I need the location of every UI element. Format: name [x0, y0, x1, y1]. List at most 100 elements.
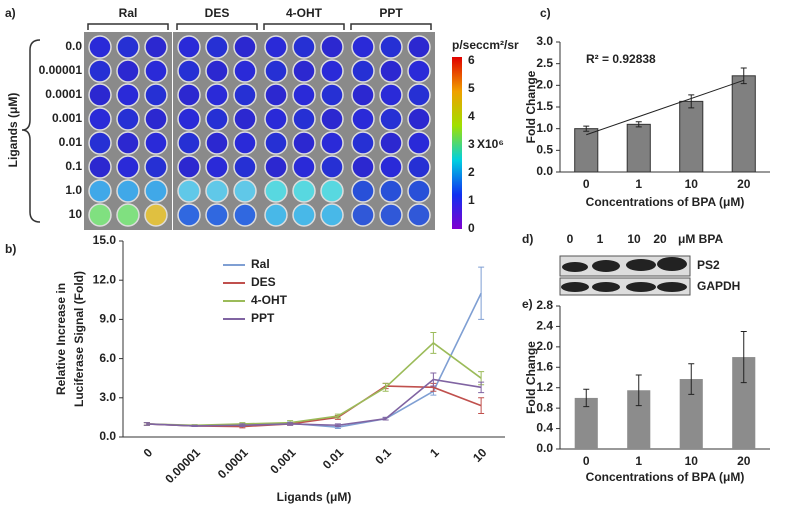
well: [88, 131, 112, 155]
well: [351, 107, 375, 131]
well: [320, 131, 344, 155]
bracket: [176, 23, 258, 30]
x-tick-label: 0: [583, 454, 590, 468]
bracket: [87, 23, 169, 30]
x-tick-label: 1: [427, 445, 442, 460]
annotation: R² = 0.92838: [586, 52, 656, 66]
well: [379, 35, 403, 59]
y-tick-label: 0.8: [536, 400, 553, 414]
colorbar-tick-label: 1: [468, 193, 475, 207]
error-bar: [740, 67, 747, 85]
well: [320, 203, 344, 227]
x-tick-label: 20: [737, 177, 751, 191]
panel-label: a): [5, 6, 16, 20]
error-bar: [382, 416, 389, 421]
x-tick-label: 1: [635, 177, 642, 191]
well: [233, 35, 257, 59]
well: [116, 83, 140, 107]
y-tick-label: 3.0: [99, 390, 116, 404]
well: [177, 83, 201, 107]
x-tick-label: 0: [141, 445, 156, 460]
bar: [574, 128, 599, 173]
error-bar: [478, 266, 485, 320]
well: [88, 35, 112, 59]
well: [351, 59, 375, 83]
y-tick-label: 12.0: [93, 272, 117, 286]
blot-unit: μM BPA: [678, 232, 723, 246]
x-tick-label: 10: [685, 177, 699, 191]
well: [264, 203, 288, 227]
bracket: [21, 39, 41, 223]
well: [144, 107, 168, 131]
bar: [731, 75, 756, 173]
plate-row-label: 0.00001: [39, 63, 83, 77]
x-axis-label: Concentrations of BPA (μM): [586, 195, 745, 209]
error-bar: [583, 388, 590, 408]
y-axis-label: Fold Change: [524, 70, 538, 143]
colorbar-tick-label: 4: [468, 109, 475, 123]
legend-label: PPT: [251, 311, 275, 325]
x-tick-label: 0.1: [372, 445, 394, 467]
well: [116, 179, 140, 203]
colorbar-tick-label: 5: [468, 81, 475, 95]
y-tick-label: 2.4: [536, 319, 553, 333]
colorbar-multiplier: X10⁶: [477, 137, 504, 151]
y-tick-label: 2.5: [536, 56, 553, 70]
error-bar: [688, 363, 695, 395]
well: [233, 131, 257, 155]
y-tick-label: 0.0: [536, 164, 553, 178]
well: [320, 179, 344, 203]
y-tick-label: 0.0: [536, 441, 553, 455]
colorbar-tick-label: 2: [468, 165, 475, 179]
line: [146, 341, 482, 427]
blot-lane-label: 10: [627, 232, 641, 246]
colorbar-tick-label: 0: [468, 221, 475, 235]
plate-row-label: 0.01: [59, 135, 83, 149]
well: [320, 107, 344, 131]
well: [205, 59, 229, 83]
well: [144, 203, 168, 227]
well: [144, 83, 168, 107]
well: [264, 179, 288, 203]
blot-band: [559, 255, 691, 277]
bar: [626, 123, 651, 173]
x-tick-label: 1: [635, 454, 642, 468]
bar: [679, 379, 703, 449]
error-bar: [430, 331, 437, 354]
x-tick-label: 10: [685, 454, 699, 468]
well: [205, 155, 229, 179]
error-bar: [287, 422, 294, 426]
well: [351, 179, 375, 203]
bar: [574, 397, 598, 449]
error-bar: [478, 381, 485, 394]
well: [264, 59, 288, 83]
well: [264, 107, 288, 131]
y-tick-label: 2.0: [536, 78, 553, 92]
well: [233, 179, 257, 203]
error-bar: [239, 423, 246, 428]
well: [116, 155, 140, 179]
x-tick-label: 0.001: [267, 445, 298, 476]
well: [205, 179, 229, 203]
y-tick-label: 1.5: [536, 99, 553, 113]
well: [177, 203, 201, 227]
bar: [732, 357, 756, 449]
well: [116, 59, 140, 83]
x-axis-label: Concentrations of BPA (μM): [586, 470, 745, 484]
well: [144, 155, 168, 179]
bracket: [263, 23, 345, 30]
error-bar: [143, 422, 150, 426]
plate-column-label: 4-OHT: [286, 6, 323, 20]
plate-column-label: PPT: [379, 6, 403, 20]
plate-row-label: 0.1: [65, 159, 82, 173]
error-bar: [334, 423, 341, 428]
x-tick-label: 10: [470, 445, 490, 465]
well: [407, 83, 431, 107]
y-tick-label: 9.0: [99, 312, 116, 326]
panel-label: d): [522, 232, 533, 246]
well: [144, 35, 168, 59]
well: [264, 155, 288, 179]
well: [88, 83, 112, 107]
colorbar-unit: p/seccm²/sr: [452, 38, 519, 52]
